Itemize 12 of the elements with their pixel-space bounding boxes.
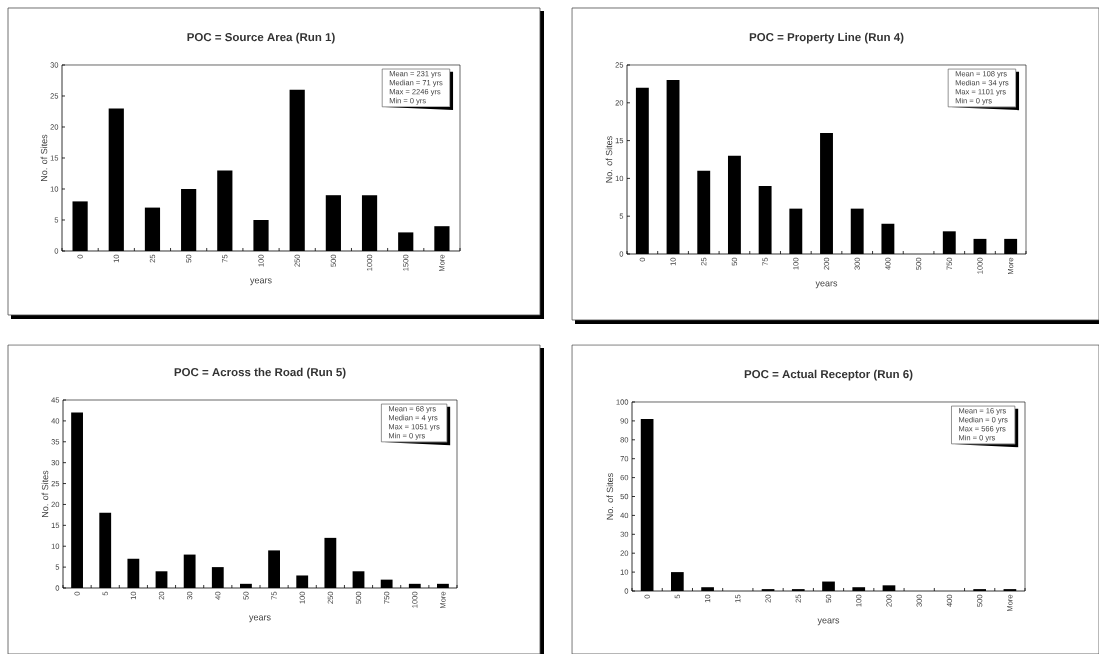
x-axis-title: years: [249, 615, 271, 623]
x-axis-title: years: [250, 278, 272, 286]
chart-title: POC = Source Area (Run 1): [187, 32, 335, 44]
y-axis-title: No. of Sites: [40, 134, 48, 181]
y-axis-title: No. of Sites: [605, 136, 613, 183]
y-axis-title: No. of Sites: [606, 473, 614, 520]
x-axis-title: years: [817, 618, 840, 626]
chart-title: POC = Property Line (Run 4): [749, 32, 904, 44]
x-axis-title: years: [815, 281, 838, 289]
y-axis-title: No. of Sites: [41, 470, 49, 517]
chart-title: POC = Across the Road (Run 5): [174, 367, 346, 379]
chart-title: POC = Actual Receptor (Run 6): [744, 369, 913, 381]
